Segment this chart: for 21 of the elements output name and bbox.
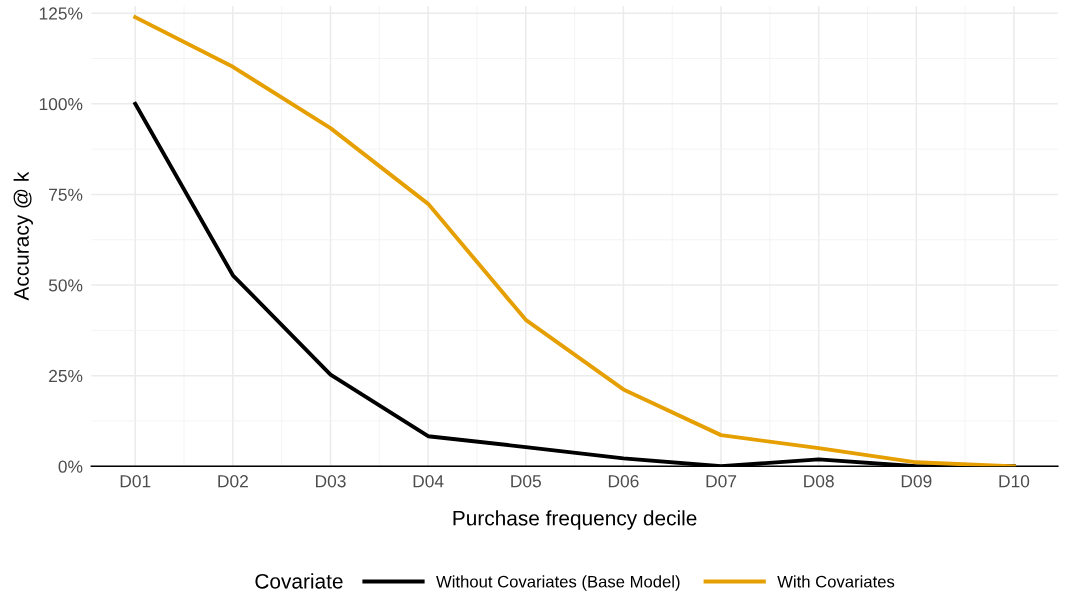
x-tick-label: D05 <box>511 475 541 488</box>
x-tick-label: D03 <box>316 475 346 488</box>
y-tick-label: 125% <box>39 7 83 20</box>
x-tick-label: D10 <box>999 475 1030 488</box>
y-tick-label: 75% <box>49 188 83 201</box>
x-axis-title: Purchase frequency decile <box>453 510 697 530</box>
x-tick-label: D02 <box>218 475 248 488</box>
y-tick-label: 50% <box>48 279 83 292</box>
x-tick-label: D06 <box>608 475 639 488</box>
x-tick-label: D04 <box>413 475 444 488</box>
x-tick-label: D07 <box>706 475 737 488</box>
x-tick-label: D01 <box>120 475 151 488</box>
legend-label: With Covariates <box>777 575 895 588</box>
legend-title: Covariate <box>255 573 343 589</box>
y-tick-label: 25% <box>49 369 83 383</box>
y-tick-label: 100% <box>39 97 83 111</box>
y-tick-label: 0% <box>58 460 83 473</box>
legend-label: Without Covariates (Base Model) <box>436 575 680 591</box>
x-tick-label: D09 <box>901 475 932 488</box>
x-tick-label: D08 <box>804 475 834 488</box>
y-axis-title: Accuracy @ k <box>13 171 33 301</box>
